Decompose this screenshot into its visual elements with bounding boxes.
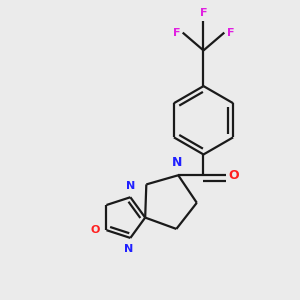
Text: O: O xyxy=(229,169,239,182)
Text: F: F xyxy=(227,28,234,38)
Text: N: N xyxy=(124,244,134,254)
Text: F: F xyxy=(173,28,180,38)
Text: F: F xyxy=(200,8,207,18)
Text: O: O xyxy=(91,225,100,235)
Text: N: N xyxy=(172,156,182,169)
Text: N: N xyxy=(126,181,135,191)
